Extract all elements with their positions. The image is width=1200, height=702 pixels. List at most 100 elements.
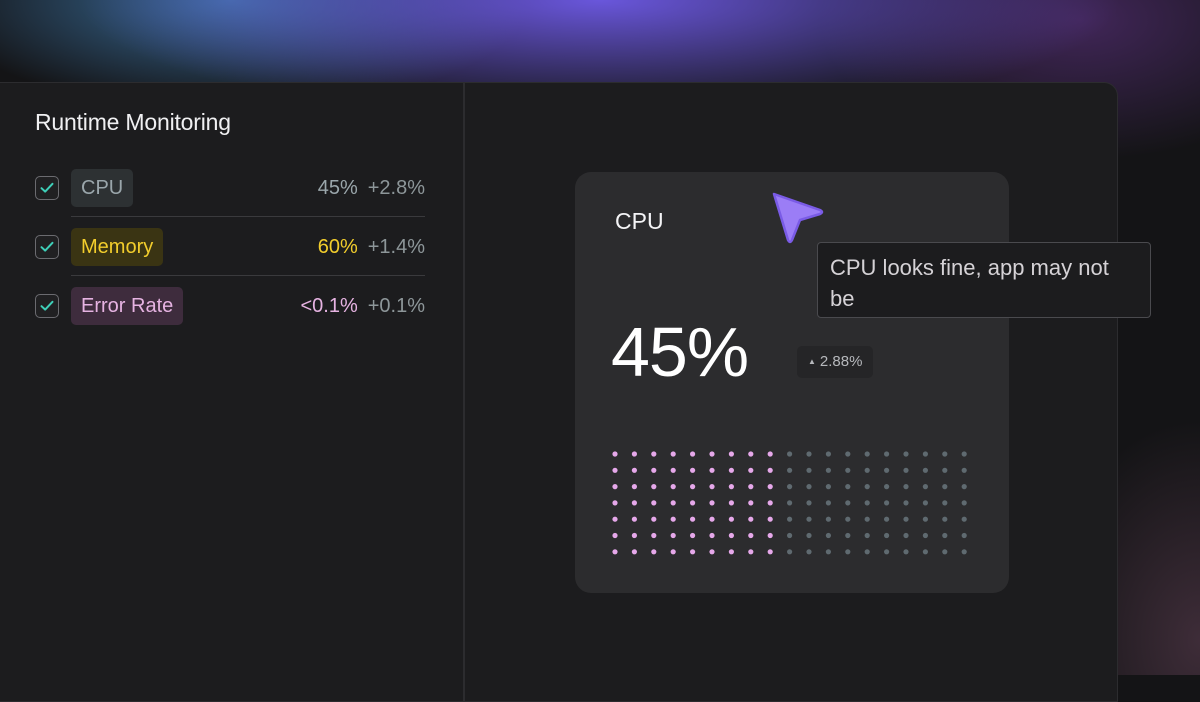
usage-dot-empty (845, 467, 851, 473)
usage-dot-filled (709, 467, 715, 473)
usage-dot-filled (631, 467, 637, 473)
usage-dot-empty (961, 516, 967, 522)
usage-dot-filled (670, 484, 676, 490)
memory-checkbox[interactable] (35, 235, 59, 259)
error-rate-checkbox[interactable] (35, 294, 59, 318)
usage-dot-filled (670, 516, 676, 522)
usage-dot-empty (787, 451, 793, 457)
usage-dot-empty (806, 451, 812, 457)
usage-dot-empty (806, 484, 812, 490)
usage-dot-empty (864, 500, 870, 506)
card-big-value: 45% (611, 313, 749, 391)
usage-dot-empty (961, 467, 967, 473)
usage-dot-filled (690, 516, 696, 522)
usage-dot-filled (651, 467, 657, 473)
usage-dot-empty (903, 532, 909, 539)
usage-dot-filled (612, 500, 618, 506)
usage-dot-empty (903, 484, 909, 490)
cpu-checkbox[interactable] (35, 176, 59, 200)
usage-dot-filled (728, 451, 734, 457)
usage-dot-empty (864, 532, 870, 539)
usage-dot-empty (845, 451, 851, 457)
panel-title: Runtime Monitoring (35, 109, 231, 135)
usage-dot-empty (942, 467, 948, 473)
usage-dot-filled (728, 500, 734, 506)
usage-dot-filled (670, 467, 676, 473)
usage-dot-empty (825, 467, 831, 473)
usage-dot-filled (767, 549, 773, 555)
check-icon (40, 300, 54, 311)
card-title: CPU (615, 208, 664, 234)
usage-dot-empty (845, 532, 851, 539)
usage-dot-filled (748, 451, 754, 457)
usage-dot-empty (825, 516, 831, 522)
usage-dot-empty (864, 549, 870, 555)
usage-dot-filled (631, 484, 637, 490)
usage-dot-filled (748, 467, 754, 473)
usage-dot-empty (942, 484, 948, 490)
usage-dot-filled (709, 484, 715, 490)
usage-dot-empty (884, 484, 890, 490)
usage-dot-filled (612, 532, 618, 539)
usage-dot-empty (903, 549, 909, 555)
usage-dot-filled (728, 484, 734, 490)
usage-dot-filled (690, 549, 696, 555)
usage-dot-empty (787, 532, 793, 539)
metric-values-cpu: 45% +2.8% (318, 169, 425, 207)
check-icon (40, 241, 54, 252)
usage-dot-filled (709, 516, 715, 522)
usage-dot-filled (728, 516, 734, 522)
usage-dot-filled (612, 451, 618, 457)
usage-dot-empty (903, 500, 909, 506)
usage-dot-empty (961, 549, 967, 555)
usage-dot-empty (845, 500, 851, 506)
metric-values-memory: 60% +1.4% (318, 228, 425, 266)
metric-row-memory[interactable]: Memory 60% +1.4% (35, 218, 425, 276)
usage-dot-filled (651, 451, 657, 457)
usage-dot-empty (864, 451, 870, 457)
usage-dot-empty (825, 549, 831, 555)
usage-dot-empty (942, 549, 948, 555)
usage-dot-empty (787, 549, 793, 555)
usage-dot-empty (787, 484, 793, 490)
usage-dot-filled (690, 467, 696, 473)
usage-dot-empty (787, 516, 793, 522)
usage-dot-filled (651, 484, 657, 490)
usage-dot-empty (942, 451, 948, 457)
usage-dot-empty (884, 500, 890, 506)
usage-dot-empty (922, 451, 928, 457)
usage-dot-filled (690, 500, 696, 506)
metric-value: 45% (317, 177, 358, 199)
usage-dot-empty (922, 549, 928, 555)
usage-dot-filled (651, 516, 657, 522)
usage-dot-empty (825, 451, 831, 457)
usage-dot-empty (903, 467, 909, 473)
usage-dot-empty (961, 532, 967, 539)
usage-dot-empty (903, 451, 909, 457)
usage-dot-empty (806, 532, 812, 539)
metric-row-cpu[interactable]: CPU 45% +2.8% (35, 159, 425, 217)
usage-dot-filled (631, 451, 637, 457)
usage-dot-empty (942, 500, 948, 506)
usage-dot-empty (787, 500, 793, 506)
usage-dot-filled (709, 549, 715, 555)
usage-dot-empty (961, 484, 967, 490)
usage-dot-empty (942, 532, 948, 539)
delta-badge: ▲ 2.88% (797, 346, 874, 378)
usage-dot-filled (690, 451, 696, 457)
usage-dot-filled (767, 532, 773, 539)
metric-tag-cpu: CPU (71, 169, 134, 207)
usage-dot-empty (806, 516, 812, 522)
usage-dot-empty (825, 484, 831, 490)
usage-dot-empty (922, 467, 928, 473)
usage-dot-empty (806, 467, 812, 473)
metric-value: <0.1% (300, 295, 358, 317)
usage-dot-filled (709, 500, 715, 506)
usage-dot-filled (767, 451, 773, 457)
usage-dot-empty (864, 516, 870, 522)
usage-dot-empty (903, 516, 909, 522)
usage-dot-grid (612, 451, 967, 555)
usage-dot-empty (845, 484, 851, 490)
usage-dot-empty (922, 500, 928, 506)
metric-row-error-rate[interactable]: Error Rate <0.1% +0.1% (35, 277, 425, 335)
